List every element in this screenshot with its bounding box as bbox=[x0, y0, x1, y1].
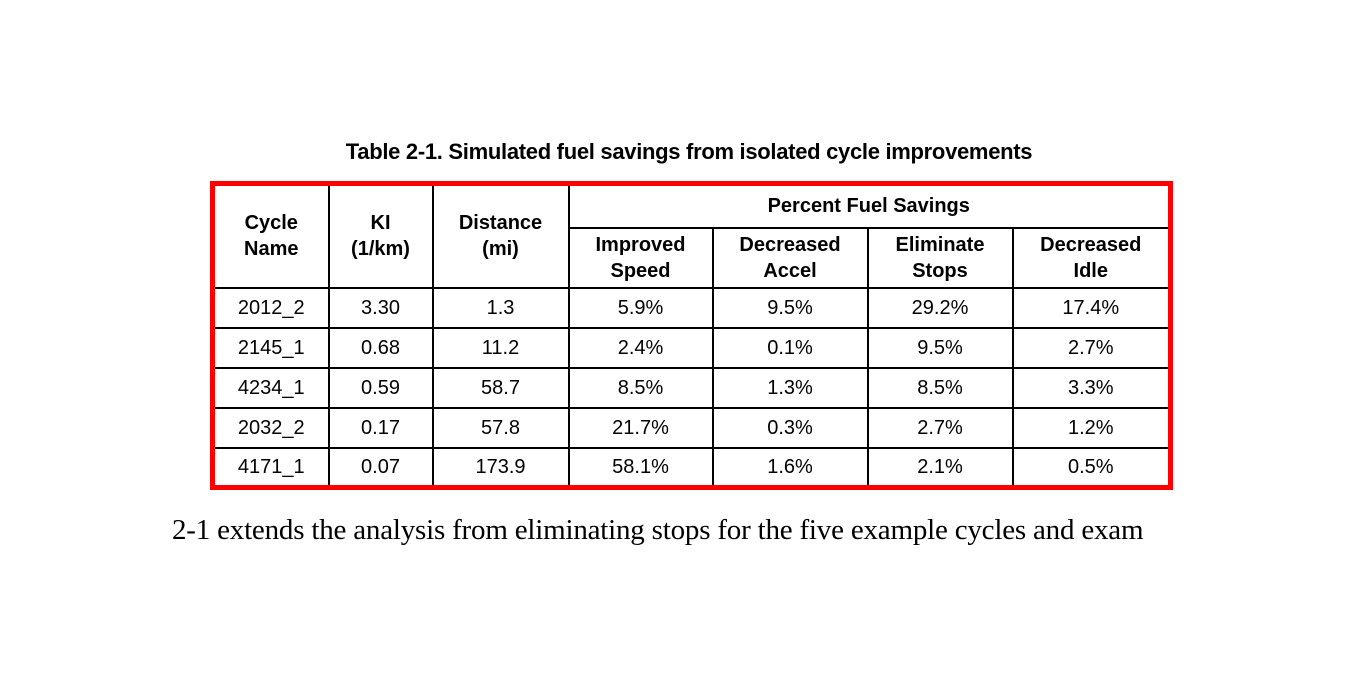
table-header-row-1: Cycle Name KI (1/km) Distance (mi) Perce… bbox=[211, 182, 1172, 289]
col-header-distance: Distance (mi) bbox=[431, 182, 570, 289]
cell-improved-speed: 8.5% bbox=[567, 366, 714, 409]
cell-distance: 11.2 bbox=[431, 326, 570, 369]
cell-decreased-accel: 0.3% bbox=[711, 406, 869, 449]
cell-decreased-accel: 1.6% bbox=[711, 446, 869, 489]
header-line: Decreased bbox=[1040, 233, 1142, 256]
cell-decreased-idle: 2.7% bbox=[1011, 326, 1172, 369]
col-header-improved-speed: Improved Speed bbox=[567, 226, 714, 289]
col-header-eliminate-stops: Eliminate Stops bbox=[866, 226, 1014, 289]
table-row: 2012_2 3.30 1.3 5.9% 9.5% 29.2% 17.4% bbox=[211, 286, 1172, 329]
header-line: Speed bbox=[610, 259, 671, 282]
cell-cycle-name: 4234_1 bbox=[211, 366, 330, 409]
cell-ki: 0.17 bbox=[327, 406, 434, 449]
table-row: 4171_1 0.07 173.9 58.1% 1.6% 2.1% 0.5% bbox=[211, 446, 1172, 489]
cell-distance: 1.3 bbox=[431, 286, 570, 329]
cell-improved-speed: 2.4% bbox=[567, 326, 714, 369]
cell-improved-speed: 5.9% bbox=[567, 286, 714, 329]
cell-decreased-idle: 17.4% bbox=[1011, 286, 1172, 329]
cell-ki: 0.68 bbox=[327, 326, 434, 369]
cell-improved-speed: 21.7% bbox=[567, 406, 714, 449]
cell-decreased-idle: 1.2% bbox=[1011, 406, 1172, 449]
cell-decreased-accel: 0.1% bbox=[711, 326, 869, 369]
table-row: 2032_2 0.17 57.8 21.7% 0.3% 2.7% 1.2% bbox=[211, 406, 1172, 449]
cell-distance: 57.8 bbox=[431, 406, 570, 449]
header-line: Stops bbox=[912, 259, 968, 282]
cell-ki: 0.59 bbox=[327, 366, 434, 409]
cell-decreased-accel: 1.3% bbox=[711, 366, 869, 409]
header-line: Decreased bbox=[739, 233, 841, 256]
table-header-row-2: Improved Speed Decreased Accel Eliminate… bbox=[213, 226, 1172, 289]
cell-cycle-name: 4171_1 bbox=[211, 446, 330, 489]
table-title: Table 2-1. Simulated fuel savings from i… bbox=[345, 139, 1033, 164]
header-line: Accel bbox=[763, 259, 817, 282]
cell-ki: 3.30 bbox=[327, 286, 434, 329]
header-line: Cycle bbox=[244, 212, 298, 235]
cell-eliminate-stops: 29.2% bbox=[866, 286, 1014, 329]
table-row: 4234_1 0.59 58.7 8.5% 1.3% 8.5% 3.3% bbox=[211, 366, 1172, 409]
header-line: Eliminate bbox=[895, 233, 985, 256]
cell-eliminate-stops: 9.5% bbox=[866, 326, 1014, 369]
header-line: (1/km) bbox=[351, 238, 410, 261]
col-header-decreased-idle: Decreased Idle bbox=[1011, 226, 1172, 289]
cell-distance: 58.7 bbox=[431, 366, 570, 409]
col-header-decreased-accel: Decreased Accel bbox=[711, 226, 869, 289]
cell-cycle-name: 2012_2 bbox=[211, 286, 330, 329]
col-header-ki: KI (1/km) bbox=[327, 182, 434, 289]
header-line: Idle bbox=[1073, 259, 1108, 282]
body-text: 2-1 extends the analysis from eliminatin… bbox=[172, 514, 1144, 546]
cell-cycle-name: 2145_1 bbox=[211, 326, 330, 369]
header-line: (mi) bbox=[482, 238, 519, 261]
cell-decreased-idle: 3.3% bbox=[1011, 366, 1172, 409]
header-line: Distance bbox=[458, 212, 543, 235]
cell-eliminate-stops: 8.5% bbox=[866, 366, 1014, 409]
cell-cycle-name: 2032_2 bbox=[211, 406, 330, 449]
fuel-savings-table: Cycle Name KI (1/km) Distance (mi) Perce… bbox=[210, 181, 1173, 490]
col-header-cycle-name: Cycle Name bbox=[211, 182, 330, 289]
cell-decreased-accel: 9.5% bbox=[711, 286, 869, 329]
cell-ki: 0.07 bbox=[327, 446, 434, 489]
table-row: 2145_1 0.68 11.2 2.4% 0.1% 9.5% 2.7% bbox=[211, 326, 1172, 369]
cell-eliminate-stops: 2.7% bbox=[866, 406, 1014, 449]
group-header-percent-fuel-savings: Percent Fuel Savings bbox=[567, 182, 1172, 229]
header-line: KI bbox=[370, 212, 391, 235]
cell-eliminate-stops: 2.1% bbox=[866, 446, 1014, 489]
cell-distance: 173.9 bbox=[431, 446, 570, 489]
header-line: Improved bbox=[595, 233, 686, 256]
header-line: Name bbox=[244, 238, 299, 261]
cell-decreased-idle: 0.5% bbox=[1011, 446, 1172, 489]
cell-improved-speed: 58.1% bbox=[567, 446, 714, 489]
